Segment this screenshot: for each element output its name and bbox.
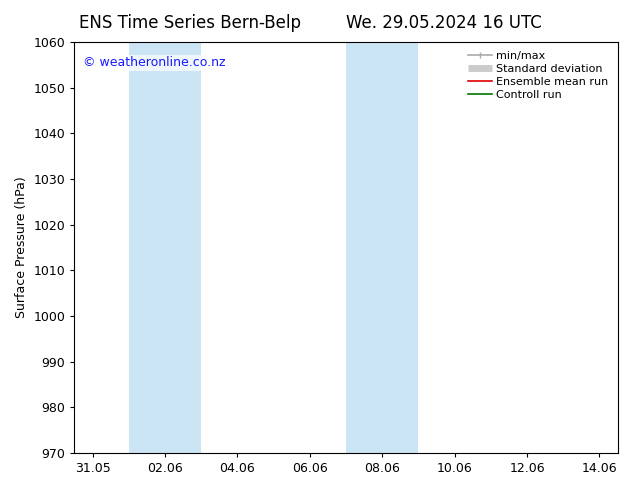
Bar	[129, 42, 201, 453]
Legend: min/max, Standard deviation, Ensemble mean run, Controll run: min/max, Standard deviation, Ensemble me…	[464, 48, 612, 103]
Text: ENS Time Series Bern-Belp: ENS Time Series Bern-Belp	[79, 14, 301, 32]
Y-axis label: Surface Pressure (hPa): Surface Pressure (hPa)	[15, 176, 28, 318]
Text: We. 29.05.2024 16 UTC: We. 29.05.2024 16 UTC	[346, 14, 541, 32]
Bar	[346, 42, 418, 453]
Text: © weatheronline.co.nz: © weatheronline.co.nz	[82, 56, 225, 70]
